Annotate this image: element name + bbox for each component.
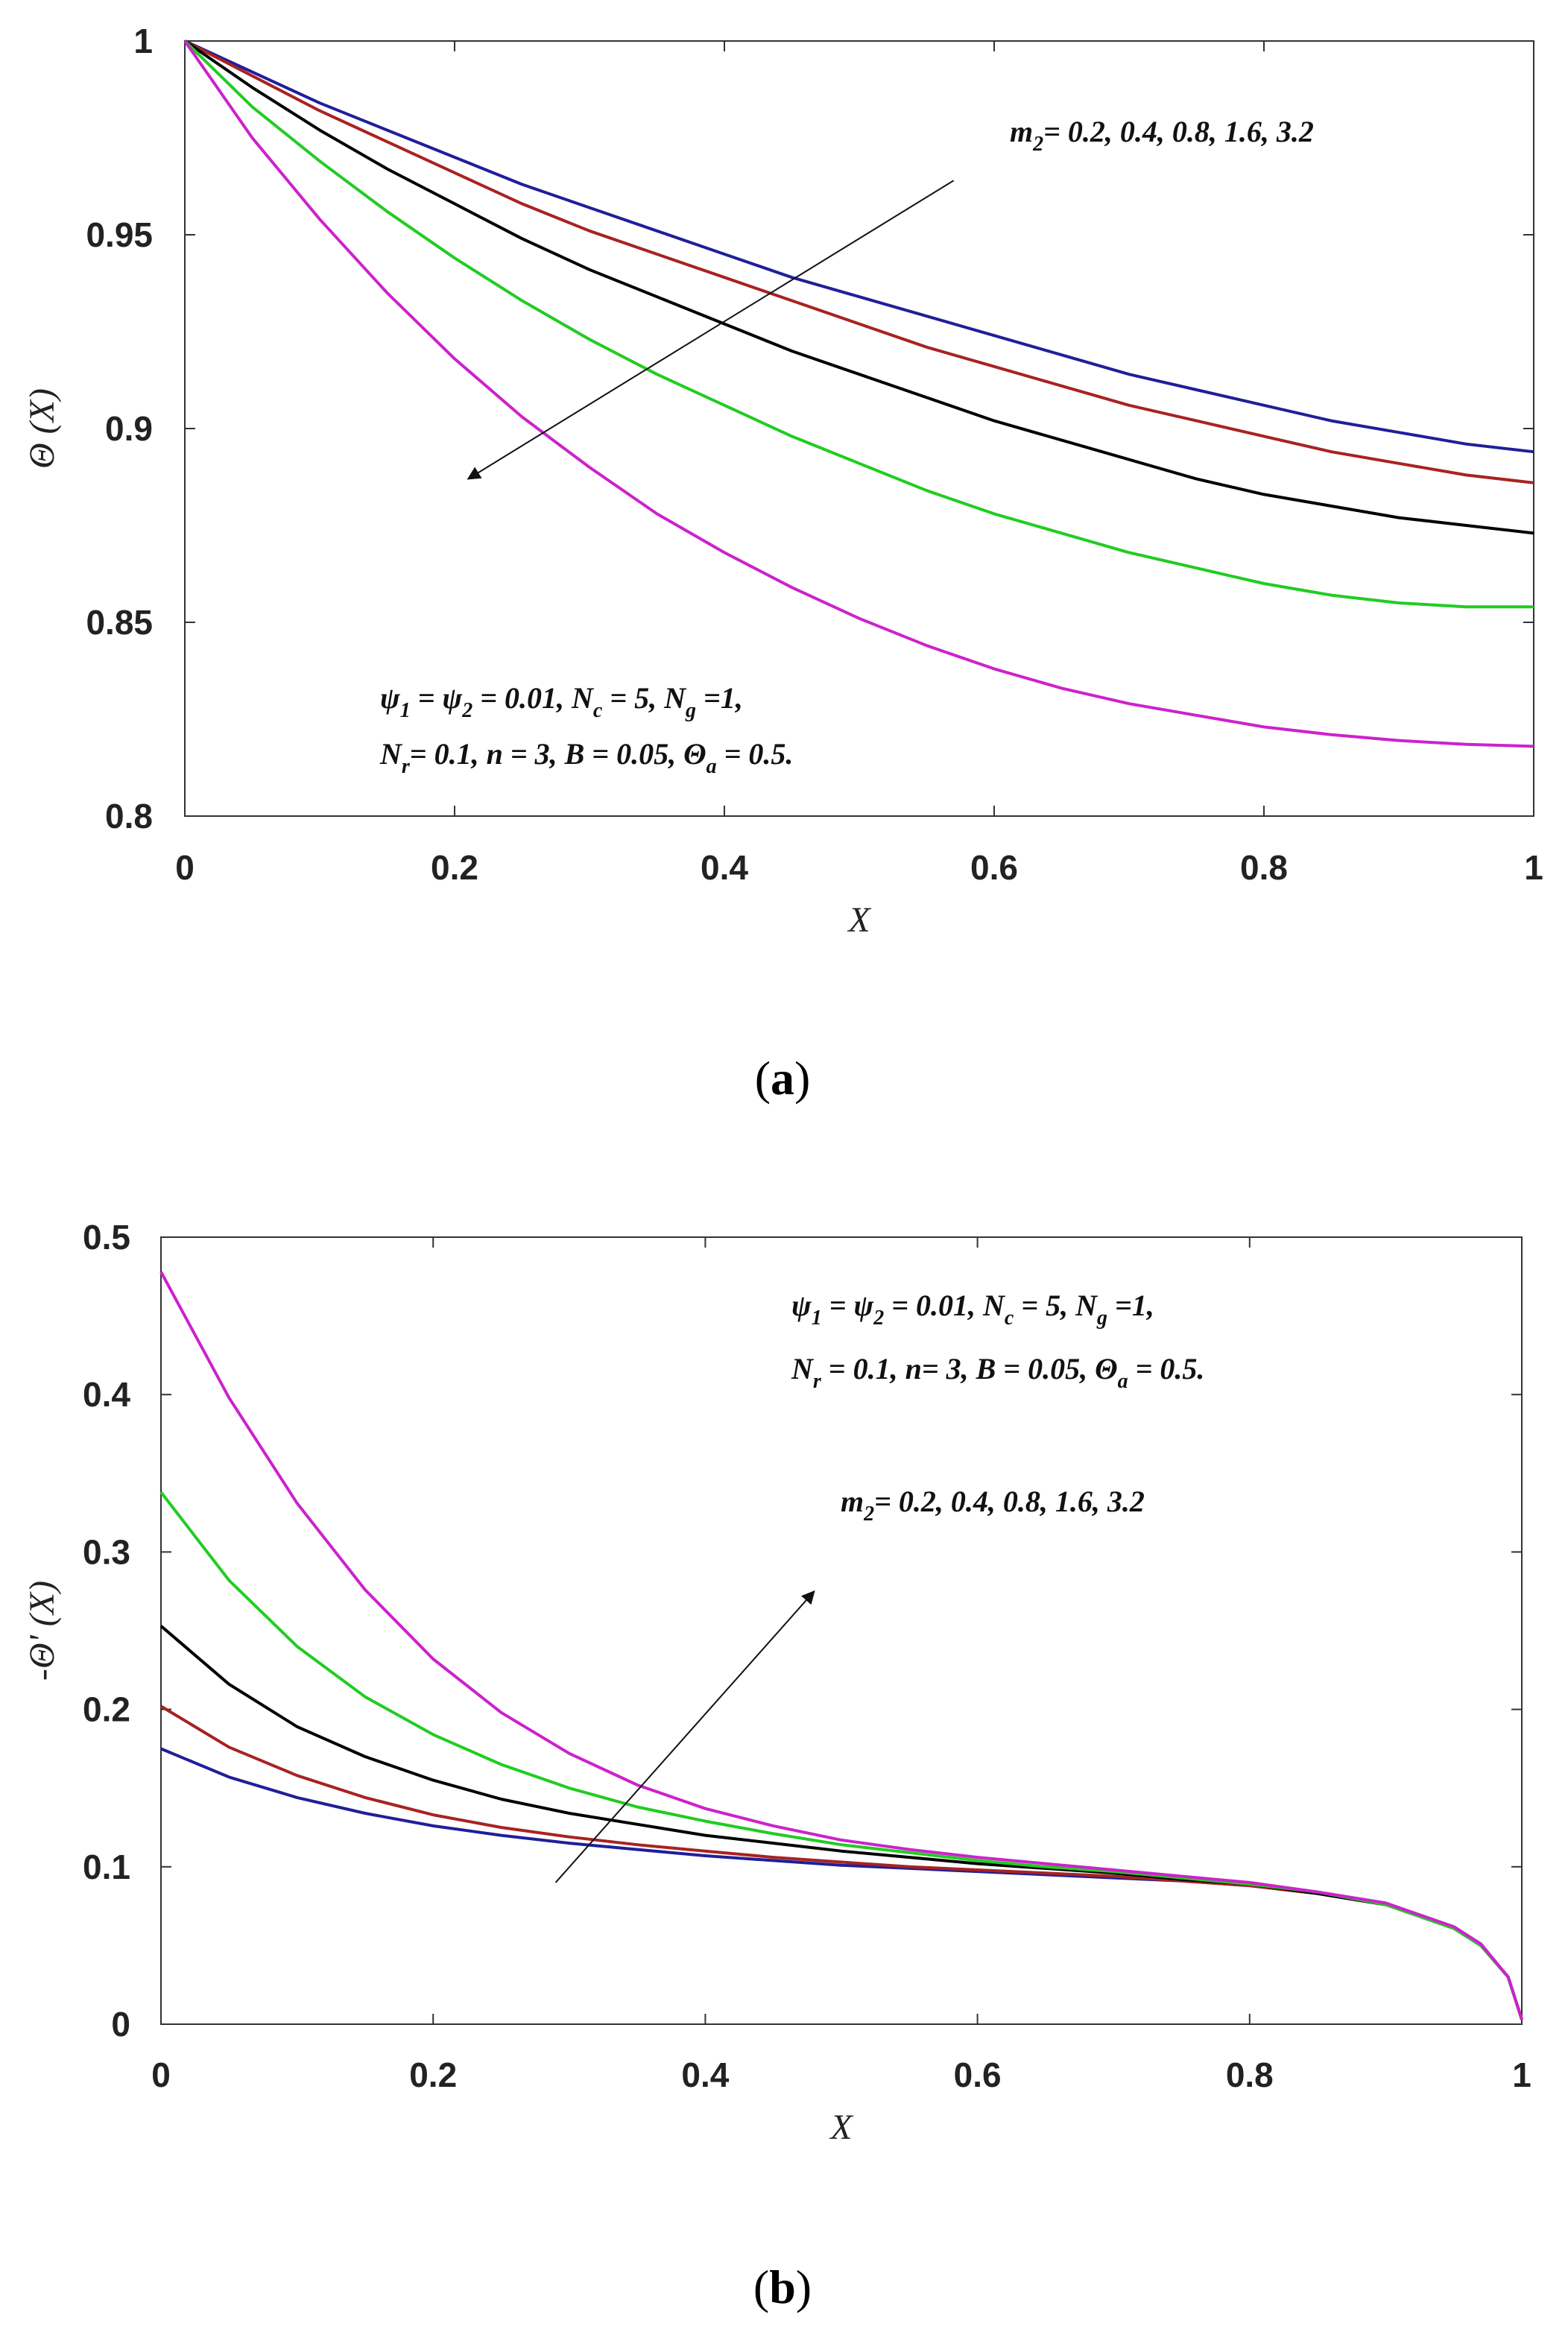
x-tick-label: 0 [151, 2055, 171, 2094]
param-annotation-line2-part: r [813, 1370, 822, 1393]
y-tick-label: 0.4 [83, 1375, 130, 1414]
y-tick-label: 0.5 [83, 1218, 130, 1257]
param-annotation-line1-part: =1, [1107, 1289, 1154, 1322]
y-tick-label: 0.95 [86, 215, 153, 254]
series-line-3 [183, 40, 1534, 535]
param-annotation-line2: Nr= 0.1, n = 3, B = 0.05, Θa = 0.5. [379, 737, 793, 778]
x-tick-label: 0.4 [701, 848, 748, 887]
param-annotation-line1-part: = ψ [411, 681, 463, 715]
param-annotation-line1-part: = 0.01, N [884, 1289, 1006, 1322]
param-annotation-line2-part: = 0.1, n= 3, B = 0.05, Θ [821, 1352, 1118, 1385]
param-annotation-line2-part: a [1118, 1370, 1128, 1393]
y-tick-label: 1 [133, 22, 153, 60]
trend-arrow [554, 1590, 815, 1883]
x-tick-label: 1 [1512, 2055, 1531, 2094]
param-annotation-line1: ψ1 = ψ2 = 0.01, Nc = 5, Ng =1, [380, 681, 743, 722]
x-tick-label: 0.8 [1226, 2055, 1274, 2094]
x-tick-label: 0 [175, 848, 195, 887]
m2-annotation-part: = 0.2, 0.4, 0.8, 1.6, 3.2 [874, 1485, 1145, 1518]
m2-annotation-part: m [841, 1485, 864, 1518]
y-tick-label: 0.3 [83, 1532, 130, 1571]
param-annotation-line2-part: r [402, 755, 411, 778]
param-annotation-line1-part: = 5, N [1014, 1289, 1098, 1322]
series-line-2 [159, 1704, 1523, 2020]
x-axis-label: X [829, 2108, 853, 2147]
series-line-5 [183, 40, 1534, 748]
x-tick-label: 0.6 [970, 848, 1018, 887]
m2-annotation: m2= 0.2, 0.4, 0.8, 1.6, 3.2 [1010, 115, 1314, 156]
param-annotation-line2-part: = 0.5. [717, 737, 794, 771]
y-axis-label: -Θ' (X) [22, 1581, 62, 1681]
param-annotation-line1-part: = 0.01, N [472, 681, 595, 715]
x-tick-label: 0.8 [1240, 848, 1288, 887]
param-annotation-line2-part: a [706, 755, 717, 778]
param-annotation-line1-part: 1 [812, 1306, 822, 1330]
param-annotation-line1-part: = ψ [822, 1289, 874, 1322]
x-tick-label: 0.4 [681, 2055, 729, 2094]
param-annotation-line1-part: =1, [696, 681, 743, 715]
chart-panel-b: 0 0.2 0.4 0.6 0.8 100.10.20.30.40.5X-Θ' (X)ψ1… [22, 1218, 1531, 2147]
series-line-3 [159, 1625, 1523, 2020]
caption-a-letter: a [771, 1052, 794, 1105]
plot-frame [160, 1236, 1523, 2025]
param-annotation-line1-part: ψ [791, 1289, 812, 1322]
caption-b-letter: b [769, 2260, 796, 2313]
param-annotation-line1-part: 2 [873, 1306, 884, 1330]
param-annotation-line1-part: = 5, N [602, 681, 687, 715]
param-annotation-line1-part: 1 [400, 699, 411, 722]
y-tick-label: 0.2 [83, 1690, 130, 1729]
x-tick-label: 0.2 [409, 2055, 457, 2094]
param-annotation-line1: ψ1 = ψ2 = 0.01, Nc = 5, Ng =1, [791, 1289, 1154, 1330]
m2-annotation-part: 2 [863, 1502, 874, 1526]
param-annotation-line1-part: c [1005, 1306, 1014, 1330]
m2-annotation-part: m [1010, 115, 1033, 148]
y-tick-label: 0.85 [86, 603, 153, 642]
m2-annotation-part: 2 [1032, 133, 1043, 156]
series-line-5 [159, 1271, 1523, 2020]
param-annotation-line1-part: ψ [380, 681, 400, 715]
x-axis-label: X [847, 900, 871, 940]
param-annotation-line1-part: c [593, 699, 603, 722]
param-annotation-line2: Nr = 0.1, n= 3, B = 0.05, Θa = 0.5. [791, 1352, 1204, 1393]
param-annotation-line1-part: g [1096, 1306, 1107, 1330]
param-annotation-line2-part: N [791, 1352, 815, 1385]
x-tick-label: 0.6 [954, 2055, 1002, 2094]
x-tick-label: 1 [1524, 848, 1543, 887]
series-line-2 [184, 40, 1534, 484]
m2-annotation: m2= 0.2, 0.4, 0.8, 1.6, 3.2 [841, 1485, 1145, 1526]
param-annotation-line1-part: g [685, 699, 696, 722]
y-tick-label: 0 [111, 2005, 130, 2044]
y-tick-label: 0.8 [105, 797, 153, 835]
param-annotation-line2-part: N [379, 737, 403, 771]
param-annotation-line1-part: 2 [461, 699, 472, 722]
param-annotation-line2-part: = 0.1, n = 3, B = 0.05, Θ [410, 737, 706, 771]
y-tick-label: 0.9 [105, 409, 153, 448]
m2-annotation-part: = 0.2, 0.4, 0.8, 1.6, 3.2 [1043, 115, 1314, 148]
trend-arrow [467, 180, 955, 480]
x-tick-label: 0.2 [431, 848, 478, 887]
caption-b: (b) [753, 2260, 812, 2313]
caption-a: (a) [755, 1052, 811, 1105]
y-axis-label: Θ (X) [22, 388, 62, 469]
series-line-1 [160, 1747, 1523, 2020]
param-annotation-line2-part: = 0.5. [1128, 1352, 1205, 1385]
series-line-1 [184, 40, 1534, 454]
y-tick-label: 0.1 [83, 1848, 130, 1886]
series-line-4 [183, 40, 1534, 609]
